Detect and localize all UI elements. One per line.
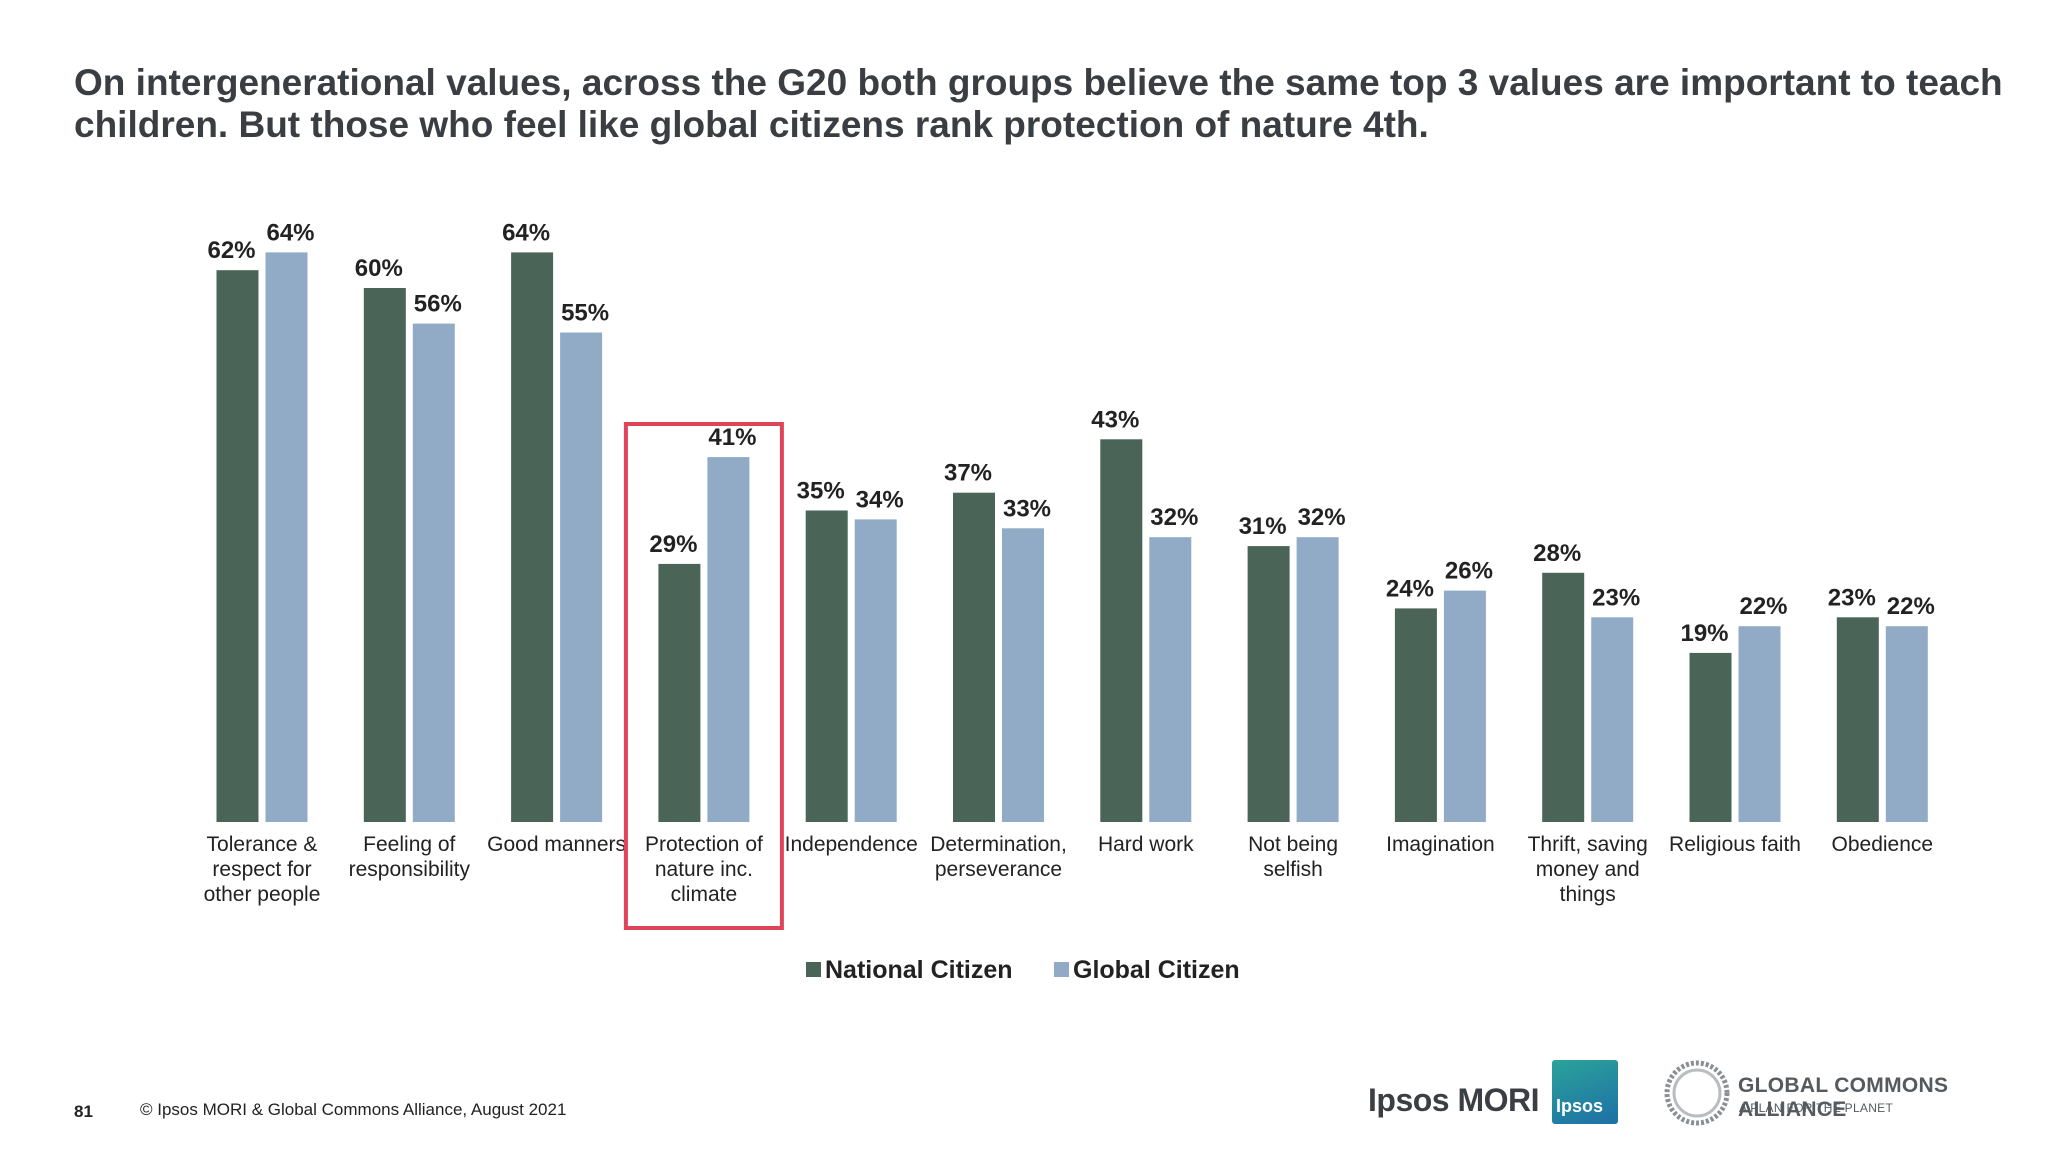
copyright-notice: © Ipsos MORI & Global Commons Alliance, … bbox=[140, 1100, 567, 1119]
category-label-imagination: Imagination bbox=[1386, 833, 1495, 856]
bar-national-citizen-not-being-selfish bbox=[1247, 546, 1290, 822]
legend-swatch-national-citizen bbox=[806, 962, 821, 977]
bar-global-citizen-obedience bbox=[1885, 626, 1928, 822]
bar-global-citizen-hard-work bbox=[1149, 537, 1192, 822]
page-title: On intergenerational values, across the … bbox=[74, 62, 2003, 145]
category-label-obedience: Obedience bbox=[1832, 833, 1934, 856]
global-commons-ring-icon bbox=[1664, 1060, 1730, 1126]
data-label-global-citizen-imagination: 26% bbox=[1445, 558, 1493, 585]
bar-global-citizen-independence bbox=[854, 519, 897, 822]
legend-swatch-global-citizen bbox=[1054, 962, 1069, 977]
bar-national-citizen-thrift-saving-money-and-things bbox=[1542, 572, 1585, 822]
data-label-global-citizen-independence: 34% bbox=[856, 486, 904, 513]
page-number: 81 bbox=[74, 1102, 93, 1121]
data-label-global-citizen-thrift-saving-money-and-things: 23% bbox=[1592, 584, 1640, 611]
bar-national-citizen-obedience bbox=[1836, 617, 1879, 822]
bar-global-citizen-determination-perseverance bbox=[1002, 528, 1044, 822]
category-label-feeling-of-responsibility: Feeling of responsibility bbox=[349, 833, 471, 881]
bar-global-citizen-good-manners bbox=[560, 332, 603, 822]
data-label-national-citizen-protection-of-nature-inc-climate: 29% bbox=[649, 531, 697, 558]
global-commons-alliance-logo: GLOBAL COMMONS ALLIANCE bbox=[1738, 1074, 1949, 1121]
data-label-national-citizen-obedience: 23% bbox=[1828, 584, 1876, 611]
data-label-national-citizen-independence: 35% bbox=[797, 478, 845, 505]
bar-national-citizen-independence bbox=[805, 510, 848, 822]
category-label-independence: Independence bbox=[785, 833, 918, 856]
bar-national-citizen-feeling-of-responsibility bbox=[363, 288, 406, 822]
category-label-hard-work: Hard work bbox=[1098, 833, 1194, 856]
bar-national-citizen-good-manners bbox=[511, 252, 554, 822]
category-label-thrift-saving-money-and-things: Thrift, saving money and things bbox=[1528, 833, 1648, 906]
bar-global-citizen-imagination bbox=[1443, 590, 1486, 822]
bar-national-citizen-hard-work bbox=[1100, 439, 1143, 822]
data-label-national-citizen-tolerance-respect-for-other-people: 62% bbox=[207, 237, 255, 264]
category-label-protection-of-nature-inc-climate: Protection of nature inc. climate bbox=[645, 833, 763, 906]
category-label-not-being-selfish: Not being selfish bbox=[1248, 833, 1338, 881]
data-label-national-citizen-imagination: 24% bbox=[1386, 575, 1434, 602]
bar-national-citizen-determination-perseverance bbox=[953, 492, 995, 822]
category-label-tolerance-respect-for-other-people: Tolerance & respect for other people bbox=[204, 833, 321, 906]
bar-global-citizen-not-being-selfish bbox=[1296, 537, 1339, 822]
legend-label-national-citizen: National Citizen bbox=[825, 956, 1013, 984]
data-label-national-citizen-feeling-of-responsibility: 60% bbox=[355, 255, 403, 282]
data-label-global-citizen-protection-of-nature-inc-climate: 41% bbox=[708, 424, 756, 451]
data-label-national-citizen-thrift-saving-money-and-things: 28% bbox=[1533, 540, 1581, 567]
bar-national-citizen-protection-of-nature-inc-climate bbox=[658, 563, 701, 822]
category-label-religious-faith: Religious faith bbox=[1669, 833, 1801, 856]
data-label-national-citizen-hard-work: 43% bbox=[1091, 406, 1139, 433]
data-label-global-citizen-hard-work: 32% bbox=[1150, 504, 1198, 531]
data-label-global-citizen-feeling-of-responsibility: 56% bbox=[414, 291, 462, 318]
data-label-national-citizen-religious-faith: 19% bbox=[1680, 620, 1728, 647]
bar-global-citizen-feeling-of-responsibility bbox=[412, 323, 455, 822]
data-label-global-citizen-determination-perseverance: 33% bbox=[1003, 495, 1051, 522]
bar-national-citizen-imagination bbox=[1394, 608, 1437, 822]
global-commons-tagline: A PLAN FOR THE PLANET bbox=[1739, 1101, 1894, 1115]
data-label-global-citizen-obedience: 22% bbox=[1887, 593, 1935, 620]
bar-global-citizen-protection-of-nature-inc-climate bbox=[707, 457, 750, 822]
bar-global-citizen-religious-faith bbox=[1738, 626, 1781, 822]
category-label-determination-perseverance: Determination, perseverance bbox=[930, 833, 1067, 881]
bar-global-citizen-thrift-saving-money-and-things bbox=[1591, 617, 1634, 822]
ipsos-badge-text: Ipsos bbox=[1556, 1096, 1604, 1116]
bar-national-citizen-tolerance-respect-for-other-people bbox=[216, 270, 259, 822]
bar-global-citizen-tolerance-respect-for-other-people bbox=[265, 252, 308, 822]
category-label-good-manners: Good manners bbox=[487, 833, 626, 856]
highlight-box bbox=[623, 422, 784, 930]
data-label-global-citizen-good-manners: 55% bbox=[561, 300, 609, 327]
data-label-global-citizen-not-being-selfish: 32% bbox=[1298, 504, 1346, 531]
ipsos-badge-logo: Ipsos bbox=[1552, 1060, 1618, 1124]
data-label-national-citizen-good-manners: 64% bbox=[502, 219, 550, 246]
data-label-global-citizen-tolerance-respect-for-other-people: 64% bbox=[266, 219, 314, 246]
data-label-global-citizen-religious-faith: 22% bbox=[1739, 593, 1787, 620]
data-label-national-citizen-determination-perseverance: 37% bbox=[944, 460, 992, 487]
bar-national-citizen-religious-faith bbox=[1689, 652, 1732, 822]
data-label-national-citizen-not-being-selfish: 31% bbox=[1239, 513, 1287, 540]
legend-label-global-citizen: Global Citizen bbox=[1073, 956, 1240, 984]
ipsos-mori-logo: Ipsos MORI bbox=[1368, 1082, 1540, 1118]
